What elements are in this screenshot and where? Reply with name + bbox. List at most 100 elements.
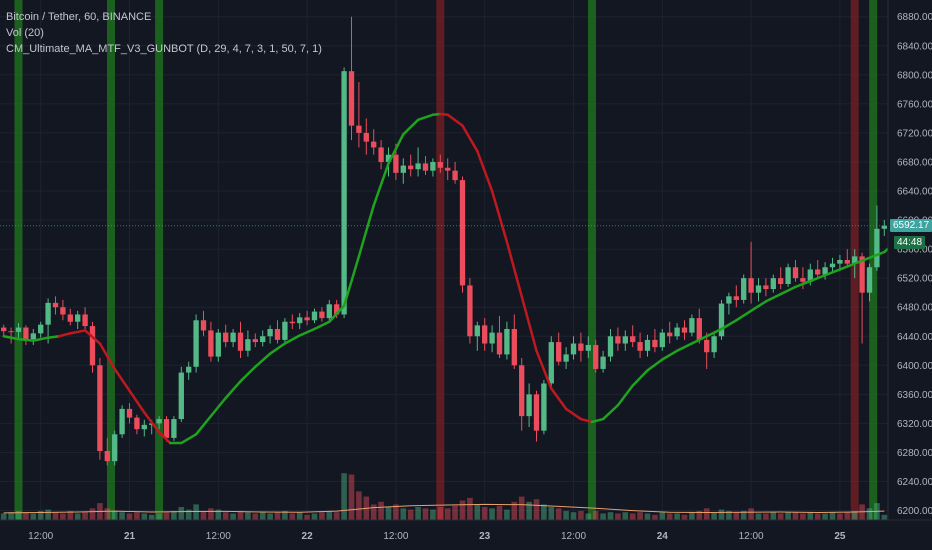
- volume-bar: [777, 513, 784, 520]
- candle-body: [1, 327, 7, 332]
- candle-body: [792, 267, 799, 279]
- candle-body: [252, 339, 258, 343]
- candle: [881, 220, 887, 237]
- candle-body: [282, 321, 288, 340]
- ma-segment-up: [2, 335, 20, 341]
- candle: [289, 314, 295, 329]
- candle: [371, 129, 377, 155]
- candle: [445, 158, 451, 181]
- candle-body: [452, 170, 458, 181]
- volume-bar: [274, 512, 281, 520]
- volume-bar: [518, 496, 525, 520]
- volume-bar: [681, 514, 688, 520]
- candle-body: [778, 278, 784, 284]
- ma-segment-up: [764, 292, 782, 303]
- volume-bar: [370, 504, 377, 520]
- candle-body: [363, 132, 369, 142]
- candle-body: [644, 339, 651, 351]
- candle: [689, 314, 695, 337]
- volume-bar: [740, 510, 747, 520]
- volume-bar: [452, 505, 458, 520]
- candle: [622, 330, 628, 351]
- volume-bar: [481, 507, 488, 520]
- ma-segment-up: [268, 342, 287, 355]
- ma-segment-up: [254, 352, 272, 369]
- candle: [230, 328, 236, 348]
- candle-body: [356, 125, 362, 133]
- last-price-label: 6592.17: [890, 218, 932, 232]
- candle-body: [489, 332, 495, 344]
- candle: [119, 405, 125, 438]
- candle-body: [186, 366, 192, 373]
- candle: [23, 325, 29, 345]
- candle: [711, 332, 717, 359]
- volume-bar: [259, 512, 266, 520]
- candle: [319, 307, 325, 322]
- candle: [30, 328, 36, 345]
- candle: [556, 332, 562, 366]
- candle: [304, 310, 310, 326]
- candle: [519, 358, 525, 431]
- candle-body: [304, 317, 310, 321]
- candle-body: [319, 311, 325, 319]
- ma-segment-up: [720, 319, 738, 331]
- candle: [548, 336, 554, 388]
- volume-bar: [245, 512, 251, 520]
- candle-body: [570, 343, 577, 355]
- candle: [200, 310, 207, 337]
- ma-segment-up: [180, 433, 198, 445]
- candle: [585, 336, 591, 359]
- candle: [681, 320, 688, 340]
- price-tick-label: 6240.00: [897, 477, 932, 488]
- ma-segment-up: [328, 304, 346, 323]
- volume-bar: [555, 508, 562, 520]
- candle-body: [119, 408, 125, 435]
- volume-bar: [348, 474, 355, 520]
- ma-segment-up: [416, 113, 435, 122]
- volume-bar: [326, 510, 333, 520]
- candle: [437, 154, 443, 173]
- candle: [748, 241, 754, 304]
- volume-bar: [785, 512, 791, 520]
- candle-body: [15, 327, 22, 332]
- volume-bar: [45, 509, 51, 520]
- volume-bar: [881, 514, 888, 520]
- volume-bar: [415, 507, 421, 520]
- volume-bar: [237, 510, 244, 520]
- volume-bar: [400, 508, 407, 520]
- candle: [770, 274, 776, 293]
- volume-bar: [437, 507, 444, 520]
- ma-segment-down: [143, 411, 161, 434]
- volume-bar: [296, 512, 303, 520]
- volume-bar: [666, 513, 673, 520]
- volume-bar: [792, 512, 799, 520]
- ma-segment-up: [868, 250, 886, 260]
- signal-band-green: [155, 0, 164, 520]
- volume-bar: [304, 514, 310, 520]
- time-axis[interactable]: 12:00 21 12:00 22 12:00 23 12:00 24 12:00 25: [0, 519, 932, 550]
- signal-band-green: [107, 0, 115, 520]
- ma-segment-up: [735, 309, 753, 322]
- candle-body: [82, 314, 88, 327]
- volume-bar: [267, 513, 273, 520]
- candle: [134, 414, 140, 435]
- ma-segment-up: [631, 369, 649, 387]
- ma-segment-up: [194, 414, 213, 436]
- time-tick-label: 12:00: [28, 531, 53, 542]
- candle: [348, 16, 355, 141]
- signal-band-green: [14, 0, 23, 520]
- signal-band-green: [869, 0, 878, 520]
- ma-segment-down: [564, 407, 583, 421]
- volume-bar: [60, 513, 66, 520]
- candle: [163, 416, 170, 442]
- volume-bar: [600, 513, 606, 520]
- price-axis[interactable]: 6200.00 6240.00 6280.00 6320.00 6360.00 6400.…: [887, 0, 932, 550]
- candle: [844, 249, 850, 268]
- candle-body: [430, 161, 436, 171]
- candle-body: [67, 314, 73, 322]
- volume-bar: [496, 505, 503, 520]
- price-tick-label: 6400.00: [897, 361, 932, 372]
